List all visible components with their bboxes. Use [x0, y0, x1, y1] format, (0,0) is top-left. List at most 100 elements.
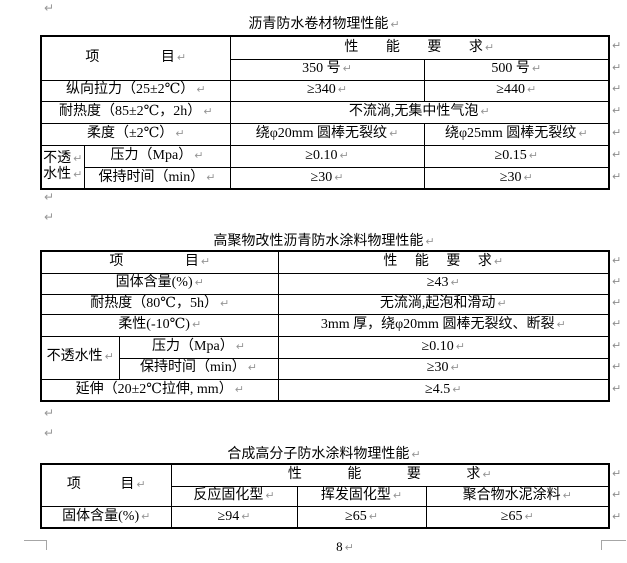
- paragraph-mark: ↵: [235, 339, 245, 353]
- paragraph-mark: ↵: [562, 488, 572, 502]
- row-end-mark: ↵: [612, 275, 622, 288]
- paragraph-mark: ↵: [191, 317, 202, 331]
- paragraph-mark: ↵: [44, 1, 55, 15]
- header-item-label: 项 目: [85, 50, 175, 66]
- pressure-value-350: ≥0.10: [305, 147, 338, 163]
- table2-row-solid-label: 固体含量(%) ↵: [40, 272, 279, 295]
- table1-row-holding-label: 保持时间（min） ↵: [83, 166, 231, 190]
- paragraph-mark: ↵: [194, 276, 204, 290]
- imperm-label: 不透水性: [46, 349, 103, 365]
- row-end-mark: ↵: [612, 254, 622, 267]
- table3-title: 合成高分子防水涂料物理性能 ↵: [40, 443, 608, 463]
- flex-value-500: 绕φ25mm 圆棒无裂纹: [444, 125, 577, 141]
- table3-row-solid-volatile: ≥65 ↵: [296, 505, 427, 529]
- row-end-mark: ↵: [612, 61, 622, 74]
- table2-row-flex-value: 3mm 厚，绕φ20mm 圆棒无裂纹、断裂 ↵: [277, 313, 610, 337]
- paragraph-mark: ↵: [265, 488, 275, 502]
- solid-polymer-cement-value: ≥65: [500, 508, 523, 524]
- paragraph-mark: ↵: [450, 276, 460, 290]
- table1-row-pressure-500: ≥0.15 ↵: [423, 144, 610, 168]
- pressure-label: 压力（Mpa）: [110, 147, 193, 163]
- heat-label: 耐热度（85±2℃，2h）: [58, 103, 202, 119]
- paragraph-mark: ↵: [392, 488, 403, 502]
- paragraph-mark: ↵: [389, 126, 399, 140]
- table2-row-solid-value: ≥43 ↵: [277, 272, 610, 295]
- table2-row-pressure-value: ≥0.10 ↵: [277, 335, 610, 359]
- solid-value: ≥43: [426, 275, 449, 291]
- table3-subheader-polymer-cement: 聚合物水泥涂料 ↵: [425, 485, 610, 507]
- paragraph-mark: ↵: [484, 40, 495, 54]
- solid-label: 固体含量(%): [62, 508, 140, 524]
- row-end-mark: ↵: [612, 82, 622, 95]
- paragraph-mark: ↵: [493, 255, 504, 269]
- table1-subheader-500: 500 号 ↵: [423, 58, 610, 81]
- row-end-mark: ↵: [612, 296, 622, 309]
- paragraph-mark: ↵: [44, 406, 55, 420]
- table3-row-solid-polymer-cement: ≥65 ↵: [425, 505, 610, 529]
- table1-row-holding-350: ≥30 ↵: [229, 166, 425, 190]
- paragraph-mark: ↵: [526, 83, 537, 97]
- paragraph-mark: ↵: [480, 104, 490, 118]
- row-end-mark: ↵: [612, 148, 622, 161]
- table2-title-text: 高聚物改性沥青防水涂料物理性能: [213, 234, 424, 249]
- grade-350-label: 350 号: [302, 61, 341, 77]
- table3-row-solid-reactive: ≥94 ↵: [170, 505, 298, 529]
- paragraph-mark: ↵: [141, 509, 151, 523]
- paragraph-mark: ↵: [206, 170, 216, 184]
- row-end-mark: ↵: [612, 488, 622, 501]
- holding-label: 保持时间（min）: [98, 169, 205, 185]
- paragraph-mark: ↵: [455, 339, 465, 353]
- paragraph-mark: ↵: [342, 62, 352, 76]
- row-end-mark: ↵: [612, 510, 622, 523]
- paragraph-mark: ↵: [136, 478, 146, 492]
- paragraph-mark: ↵: [411, 448, 421, 461]
- header-performance-label: 性 能 要 求: [287, 467, 481, 483]
- paragraph-mark: ↵: [524, 509, 534, 523]
- table2-row-pressure-label: 压力（Mpa） ↵: [118, 335, 279, 359]
- table1-row-heat-value: 不流淌,无集中性气泡 ↵: [229, 100, 610, 124]
- paragraph-mark: ↵: [334, 170, 344, 184]
- paragraph-mark: ↵: [344, 541, 354, 554]
- table2-row-elongation-value: ≥4.5 ↵: [277, 378, 610, 402]
- paragraph-mark: ↵: [337, 83, 347, 97]
- text-boundary-corner-right: [601, 540, 626, 550]
- table1-row-heat-label: 耐热度（85±2℃，2h） ↵: [40, 100, 231, 124]
- table3-header-performance: 性 能 要 求 ↵: [170, 463, 610, 487]
- row-end-mark: ↵: [612, 104, 622, 117]
- pressure-value: ≥0.10: [421, 338, 454, 354]
- header-performance-label: 性 能 要 求: [344, 39, 483, 55]
- table2-header-item: 项 目 ↵: [40, 250, 279, 274]
- paragraph-mark: ↵: [531, 62, 542, 76]
- reactive-label: 反应固化型: [193, 487, 264, 503]
- table1-header-item: 项 目 ↵: [40, 35, 231, 81]
- paragraph-mark: ↵: [176, 51, 187, 65]
- imperm-line1: 不透: [43, 150, 72, 166]
- imperm-line2: 水性: [43, 166, 72, 182]
- paragraph-mark: ↵: [73, 151, 83, 165]
- table1-title-text: 沥青防水卷材物理性能: [248, 17, 389, 32]
- header-performance-label: 性 能 要 求: [383, 254, 492, 270]
- text-boundary-corner-left: [24, 540, 47, 550]
- solid-volatile-value: ≥65: [345, 508, 367, 524]
- holding-value-350: ≥30: [310, 169, 333, 185]
- paragraph-mark: ↵: [200, 255, 211, 269]
- table2-row-flex-label: 柔性(-10℃) ↵: [40, 313, 279, 337]
- tension-value-350: ≥340: [307, 82, 336, 98]
- holding-value-500: ≥30: [499, 169, 522, 185]
- elongation-label: 延伸（20±2℃拉伸, mm）: [75, 381, 233, 397]
- row-end-mark: ↵: [612, 170, 622, 183]
- row-end-mark: ↵: [612, 360, 622, 373]
- paragraph-mark: ↵: [497, 296, 507, 310]
- table1-row-flex-label: 柔度（±2℃） ↵: [40, 122, 231, 146]
- grade-500-label: 500 号: [491, 61, 530, 77]
- table3-title-text: 合成高分子防水涂料物理性能: [227, 447, 410, 462]
- row-end-mark: ↵: [612, 317, 622, 330]
- table2-header-performance: 性 能 要 求 ↵: [277, 250, 610, 274]
- table2-row-heat-label: 耐热度（80℃，5h） ↵: [40, 293, 279, 315]
- paragraph-mark: ↵: [104, 350, 114, 364]
- row-end-mark: ↵: [612, 126, 622, 139]
- row-end-mark: ↵: [612, 39, 622, 52]
- paragraph-mark: ↵: [556, 317, 566, 331]
- polymer-cement-label: 聚合物水泥涂料: [462, 487, 561, 503]
- table1-subheader-350: 350 号 ↵: [229, 58, 425, 81]
